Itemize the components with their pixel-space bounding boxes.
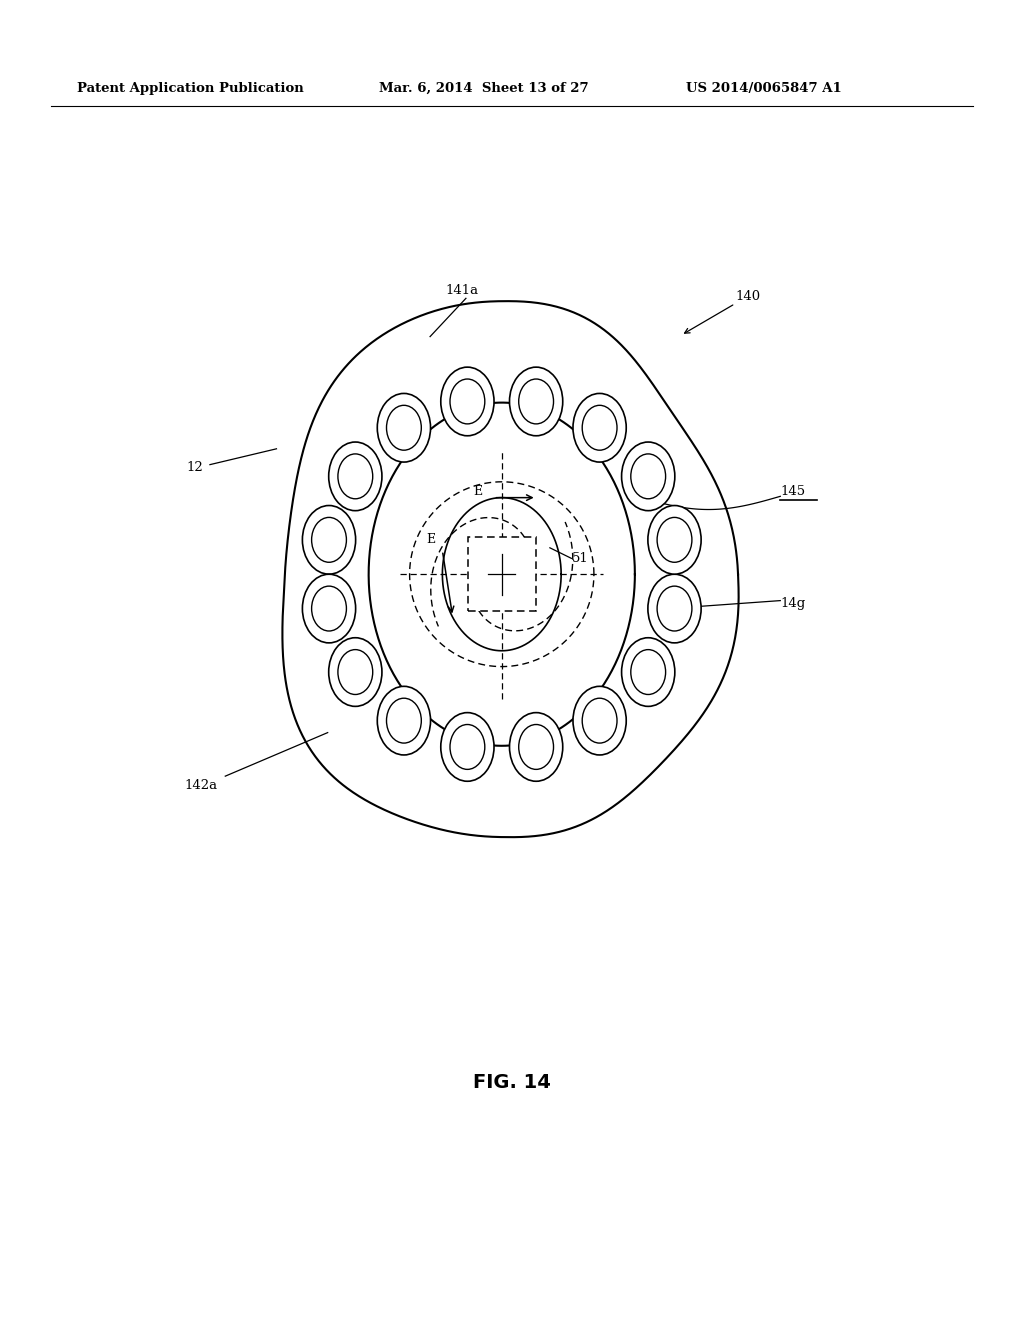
Circle shape — [311, 586, 346, 631]
Circle shape — [583, 698, 617, 743]
Circle shape — [648, 506, 701, 574]
Circle shape — [450, 725, 484, 770]
Circle shape — [329, 442, 382, 511]
Circle shape — [519, 725, 554, 770]
Circle shape — [510, 367, 563, 436]
Circle shape — [338, 454, 373, 499]
Circle shape — [573, 686, 627, 755]
Circle shape — [631, 454, 666, 499]
Circle shape — [311, 517, 346, 562]
Circle shape — [657, 586, 692, 631]
Text: US 2014/0065847 A1: US 2014/0065847 A1 — [686, 82, 842, 95]
Circle shape — [440, 713, 494, 781]
Circle shape — [510, 713, 563, 781]
Text: Patent Application Publication: Patent Application Publication — [77, 82, 303, 95]
Text: 140: 140 — [735, 289, 761, 302]
Circle shape — [338, 649, 373, 694]
Text: E: E — [426, 532, 435, 545]
Circle shape — [302, 506, 355, 574]
Text: 12: 12 — [186, 461, 203, 474]
Circle shape — [583, 405, 617, 450]
Text: Mar. 6, 2014  Sheet 13 of 27: Mar. 6, 2014 Sheet 13 of 27 — [379, 82, 589, 95]
Circle shape — [657, 517, 692, 562]
Circle shape — [386, 405, 421, 450]
Circle shape — [450, 379, 484, 424]
Circle shape — [386, 698, 421, 743]
Text: E: E — [473, 484, 482, 498]
Circle shape — [648, 574, 701, 643]
Text: FIG. 14: FIG. 14 — [473, 1073, 551, 1092]
Text: 141a: 141a — [445, 284, 478, 297]
Circle shape — [622, 638, 675, 706]
Circle shape — [302, 574, 355, 643]
Circle shape — [573, 393, 627, 462]
Circle shape — [631, 649, 666, 694]
Text: 51: 51 — [571, 552, 588, 565]
Text: 142a: 142a — [184, 779, 217, 792]
Text: 145: 145 — [780, 484, 806, 498]
Circle shape — [622, 442, 675, 511]
Circle shape — [377, 686, 430, 755]
Circle shape — [329, 638, 382, 706]
Circle shape — [440, 367, 494, 436]
Text: 14g: 14g — [780, 597, 806, 610]
Circle shape — [519, 379, 554, 424]
Bar — [468, 537, 536, 611]
Circle shape — [377, 393, 430, 462]
